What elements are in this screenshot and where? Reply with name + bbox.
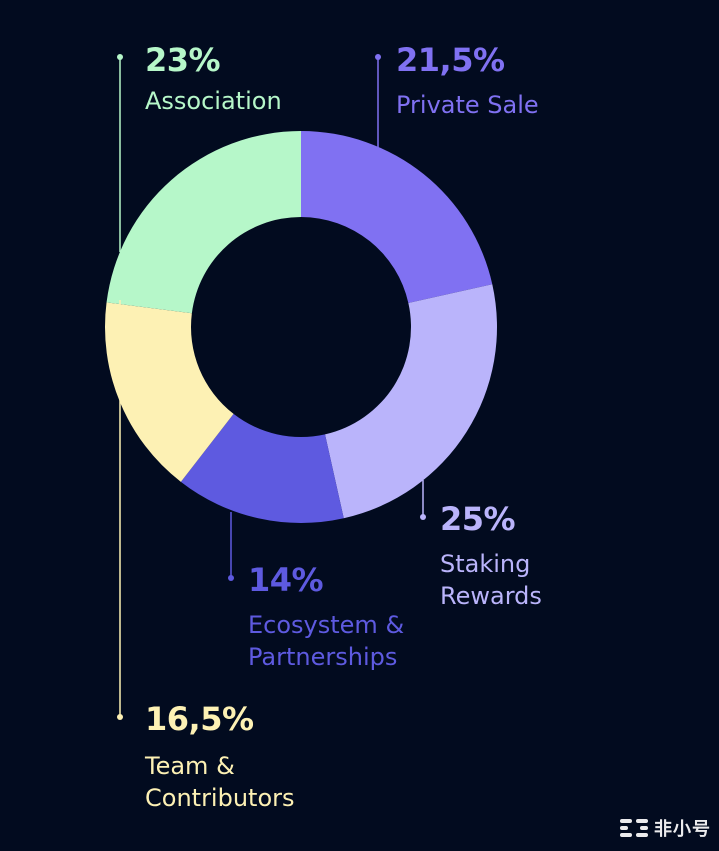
slice-private_sale [301,131,493,304]
donut-slices [105,131,498,523]
leader-dot-team [117,714,123,720]
category-label-private_sale-line-1: Private Sale [396,91,539,119]
category-label-team-line-2: Contributors [145,784,295,812]
pct-label-association: 23% [145,41,221,79]
slice-labels: 21,5% Private Sale 25% Staking Rewards 14% Eco… [144,41,542,812]
pct-label-team: 16,5% [145,700,254,738]
category-label-ecosystem-line-2: Partnerships [248,643,397,671]
slice-ecosystem [180,413,344,523]
leader-dot-ecosystem [228,575,234,581]
feixiaohao-logo-icon [620,819,648,837]
leader-lines [117,54,426,720]
category-label-staking_rewards-line-2: Rewards [440,582,542,610]
watermark-text: 非小号 [654,819,711,840]
slice-team [105,302,234,482]
category-label-staking_rewards-line-1: Staking [440,550,530,578]
watermark: 非小号 [613,811,711,845]
pct-label-ecosystem: 14% [248,561,324,599]
category-label-team-line-1: Team & [144,752,235,780]
pct-label-private_sale: 21,5% [396,41,505,79]
slice-association [106,131,301,314]
slice-staking_rewards [324,284,498,519]
category-label-ecosystem-line-1: Ecosystem & [248,611,404,639]
leader-dot-private_sale [375,54,381,60]
leader-dot-association [117,54,123,60]
category-label-association-line-1: Association [145,87,282,115]
leader-dot-staking_rewards [420,514,426,520]
pct-label-staking_rewards: 25% [440,500,516,538]
